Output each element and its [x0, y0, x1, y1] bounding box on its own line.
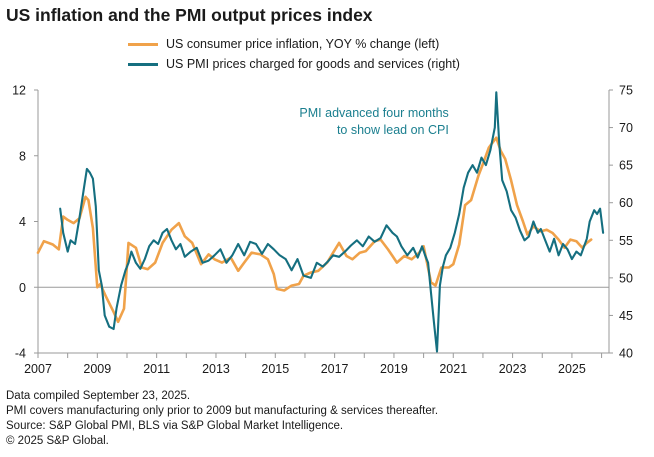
- legend-swatch-cpi: [128, 42, 158, 46]
- x-tick-label: 2023: [499, 362, 527, 376]
- x-tick-label: 2019: [380, 362, 408, 376]
- legend-label-cpi: US consumer price inflation, YOY % chang…: [166, 36, 440, 51]
- x-tick-label: 2013: [202, 362, 230, 376]
- footer-note-coverage: PMI covers manufacturing only prior to 2…: [6, 405, 439, 417]
- pmi-prices-line: [59, 91, 605, 353]
- y-right-tick-label: 65: [619, 159, 633, 173]
- legend-swatch-pmi: [128, 62, 158, 66]
- x-tick-label: 2011: [143, 362, 170, 376]
- y-left-tick-label: 0: [19, 281, 26, 295]
- legend-item-pmi: US PMI prices charged for goods and serv…: [128, 54, 460, 74]
- y-left-tick-label: 12: [12, 84, 26, 98]
- chart-title: US inflation and the PMI output prices i…: [6, 5, 373, 25]
- y-left-tick-label: 8: [19, 149, 26, 163]
- x-tick-label: 2017: [321, 362, 349, 376]
- footer-copyright: © 2025 S&P Global.: [6, 435, 109, 447]
- x-tick-label: 2025: [558, 362, 586, 376]
- annotation-text: to show lead on CPI: [337, 123, 449, 137]
- chart-footer: Data compiled September 23, 2025. PMI co…: [6, 389, 438, 449]
- y-right-tick-label: 75: [619, 84, 633, 98]
- annotation-text: PMI advanced four months: [299, 106, 448, 120]
- y-left-tick-label: 4: [19, 215, 26, 229]
- y-right-tick-label: 55: [619, 234, 633, 248]
- chart-legend: US consumer price inflation, YOY % chang…: [128, 34, 460, 74]
- footer-source: Source: S&P Global PMI, BLS via S&P Glob…: [6, 420, 344, 432]
- x-tick-label: 2007: [24, 362, 52, 376]
- x-tick-label: 2009: [83, 362, 111, 376]
- cpi-inflation-line: [36, 136, 593, 324]
- x-tick-label: 2015: [261, 362, 289, 376]
- footer-note-date: Data compiled September 23, 2025.: [6, 390, 191, 402]
- y-left-tick-label: -4: [15, 347, 26, 361]
- y-right-tick-label: 60: [619, 196, 633, 210]
- legend-label-pmi: US PMI prices charged for goods and serv…: [166, 56, 460, 71]
- y-right-tick-label: 50: [619, 271, 633, 285]
- y-right-tick-label: 70: [619, 121, 633, 135]
- y-right-tick-label: 40: [619, 347, 633, 361]
- y-right-tick-label: 45: [619, 309, 633, 323]
- x-tick-label: 2021: [439, 362, 467, 376]
- legend-item-cpi: US consumer price inflation, YOY % chang…: [128, 34, 460, 54]
